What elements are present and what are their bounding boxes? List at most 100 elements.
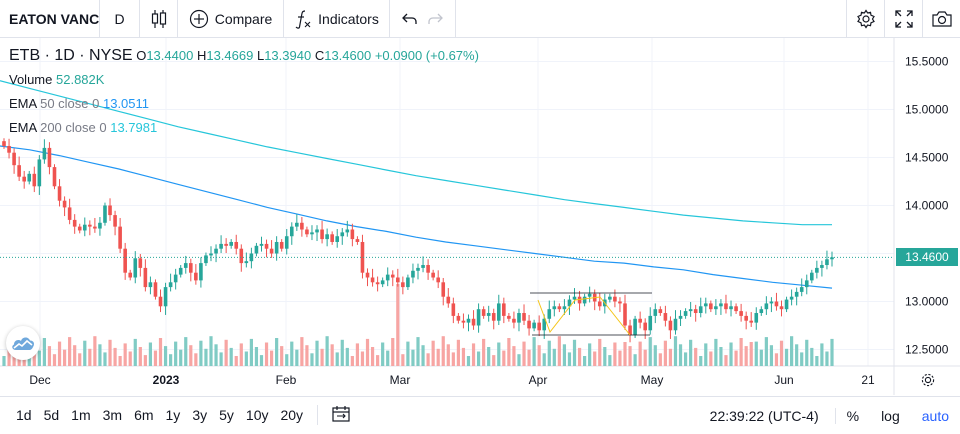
candle-body <box>633 318 637 336</box>
range-1m[interactable]: 1m <box>71 407 91 423</box>
candle-body <box>663 313 668 321</box>
candle-body <box>310 232 314 235</box>
ema50-row[interactable]: EMA 50 close 0 13.0511 <box>9 92 479 116</box>
chart-logo[interactable] <box>6 326 40 360</box>
range-10y[interactable]: 10y <box>245 407 269 423</box>
indicators-button[interactable]: Indicators <box>284 0 390 38</box>
volume-bar <box>254 347 259 366</box>
candle-body <box>693 309 698 314</box>
price-axis-labels: 15.5000 15.0000 14.5000 14.0000 13.0000 12.50… <box>905 55 949 357</box>
candle-body <box>507 315 511 319</box>
settings-button[interactable] <box>846 0 884 38</box>
range-3y[interactable]: 3y <box>192 407 208 423</box>
volume-bar <box>774 353 779 366</box>
candle-body <box>284 236 289 249</box>
low-key: L <box>256 48 265 63</box>
price-chart[interactable]: 15.5000 15.0000 14.5000 14.0000 13.0000 12.50… <box>0 38 960 395</box>
candle-body <box>289 226 294 237</box>
volume-bar <box>391 338 395 366</box>
range-6m[interactable]: 6m <box>134 407 154 423</box>
volume-row[interactable]: Volume 52.882K <box>9 68 479 92</box>
gear-center <box>924 376 932 384</box>
legend-symbol[interactable]: ETB · 1D · NYSE <box>9 47 133 64</box>
undo-icon[interactable] <box>402 12 418 26</box>
candle-body <box>158 296 163 307</box>
candle-body <box>219 243 223 249</box>
ema200-row[interactable]: EMA 200 close 0 13.7981 <box>9 116 479 140</box>
volume-label: Volume <box>9 72 53 87</box>
volume-bar <box>825 351 829 366</box>
volume-bar <box>542 353 546 366</box>
candle-body <box>77 226 82 231</box>
compare-button[interactable]: Compare <box>178 0 284 38</box>
volume-bar <box>406 341 410 366</box>
clock-timezone[interactable]: 22:39:22 (UTC-4) <box>699 407 836 424</box>
candle-body <box>668 320 673 331</box>
volume-bar <box>52 354 57 366</box>
snapshot-button[interactable] <box>922 0 960 38</box>
volume-bar <box>37 350 41 366</box>
volume-bar <box>209 336 213 366</box>
volume-bar <box>194 353 198 366</box>
price-axis-label: 12.5000 <box>905 343 949 357</box>
range-5y[interactable]: 5y <box>219 407 234 423</box>
candle-body <box>557 306 562 310</box>
volume-bar <box>790 336 794 366</box>
log-toggle[interactable]: log <box>881 407 900 424</box>
percent-toggle[interactable]: % <box>846 407 860 424</box>
price-axis-label: 15.5000 <box>905 55 949 69</box>
candle-body <box>279 241 284 249</box>
fullscreen-button[interactable] <box>884 0 922 38</box>
candle-body <box>239 248 244 264</box>
candle-body <box>562 306 567 310</box>
volume-bar <box>335 352 339 366</box>
volume-bar <box>769 345 774 366</box>
ema200-line <box>0 80 832 226</box>
redo-icon[interactable] <box>427 12 443 26</box>
candle-body <box>491 313 496 321</box>
volume-bar <box>184 337 188 366</box>
volume-bar <box>754 341 758 366</box>
candle-body <box>335 236 340 242</box>
candle-body <box>618 301 622 304</box>
volume-bar <box>179 349 183 366</box>
volume-bar <box>93 336 97 366</box>
volume-bar <box>305 345 309 366</box>
volume-bar <box>557 336 561 366</box>
interval-button[interactable]: D <box>100 0 140 38</box>
volume-bar <box>815 356 819 366</box>
gear-ring <box>921 373 935 387</box>
volume-bar <box>83 340 87 366</box>
symbol-search-input[interactable]: EATON VANC <box>0 0 100 38</box>
volume-bar <box>259 355 264 366</box>
time-axis-label: May <box>641 373 664 387</box>
range-3m[interactable]: 3m <box>102 407 123 423</box>
candle-body <box>582 296 587 304</box>
axis-settings-gear-icon[interactable] <box>921 373 935 387</box>
goto-date-button[interactable] <box>326 405 356 425</box>
range-20y[interactable]: 20y <box>280 407 304 423</box>
volume-bar <box>714 338 718 366</box>
auto-toggle[interactable]: auto <box>921 407 949 424</box>
range-1d[interactable]: 1d <box>16 407 32 423</box>
volume-bar <box>98 344 102 366</box>
volume-bar <box>628 346 632 366</box>
range-1y[interactable]: 1y <box>165 407 181 423</box>
volume-bar <box>805 339 809 366</box>
bottom-toolbar: 1d 5d 1m 3m 6m 1y 3y 5y 10y 20y 22:39:22… <box>0 396 960 433</box>
candle-body <box>794 291 799 297</box>
candle-body <box>724 303 728 310</box>
volume-bar <box>588 343 592 366</box>
volume-bar <box>749 342 753 366</box>
volume-bar <box>471 343 476 366</box>
plus-circle-icon <box>189 9 208 28</box>
range-5d[interactable]: 5d <box>43 407 60 423</box>
candle-body <box>471 318 476 326</box>
candle-body <box>587 293 592 297</box>
chart-pane[interactable]: 15.5000 15.0000 14.5000 14.0000 13.0000 12.50… <box>0 38 960 395</box>
last-price-tag: 13.4600 <box>896 248 958 267</box>
volume-bar <box>113 347 117 366</box>
volume-bar <box>300 337 304 366</box>
chart-type-button[interactable] <box>140 0 178 38</box>
volume-bar <box>174 341 178 366</box>
